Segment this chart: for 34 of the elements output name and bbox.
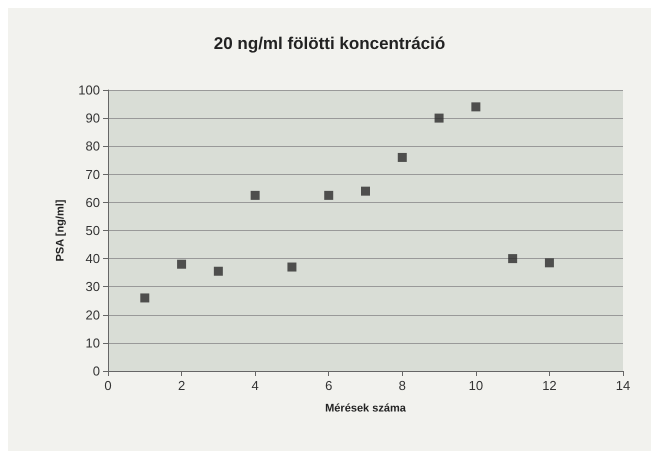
x-tick-label: 0 <box>104 378 112 393</box>
y-tick-label: 20 <box>86 307 100 322</box>
y-axis-title: PSA [ng/ml] <box>54 199 66 262</box>
point <box>544 258 554 268</box>
point <box>508 254 518 264</box>
x-tick-label: 12 <box>542 378 557 393</box>
point <box>177 260 186 269</box>
y-tick-label: 30 <box>86 279 100 294</box>
y-tick-label: 100 <box>78 82 100 98</box>
chart-title: 20 ng/ml fölötti koncentráció <box>214 34 446 53</box>
y-tick-label: 10 <box>86 335 100 350</box>
y-tick-label: 90 <box>86 110 100 126</box>
point <box>250 190 260 200</box>
y-tick-label: 0 <box>92 364 100 378</box>
point <box>324 190 334 200</box>
point <box>434 114 444 123</box>
y-tick-label: 50 <box>86 223 100 238</box>
point <box>214 266 223 276</box>
x-axis-title: Mérések száma <box>325 402 407 414</box>
point <box>287 262 296 272</box>
point <box>361 186 370 196</box>
x-tick-label: 6 <box>325 378 332 393</box>
x-tick-label: 8 <box>398 378 406 393</box>
point <box>471 102 480 112</box>
y-tick-label: 40 <box>86 251 100 266</box>
x-tick-label: 10 <box>468 378 484 393</box>
y-tick-label: 60 <box>86 194 100 210</box>
point <box>140 293 150 302</box>
x-tick-label: 4 <box>252 378 259 393</box>
x-tick-label: 14 <box>616 378 630 393</box>
y-tick-label: 80 <box>86 138 100 154</box>
x-tick-label: 2 <box>178 378 186 393</box>
y-tick-label: 70 <box>86 166 100 182</box>
point <box>398 152 407 162</box>
